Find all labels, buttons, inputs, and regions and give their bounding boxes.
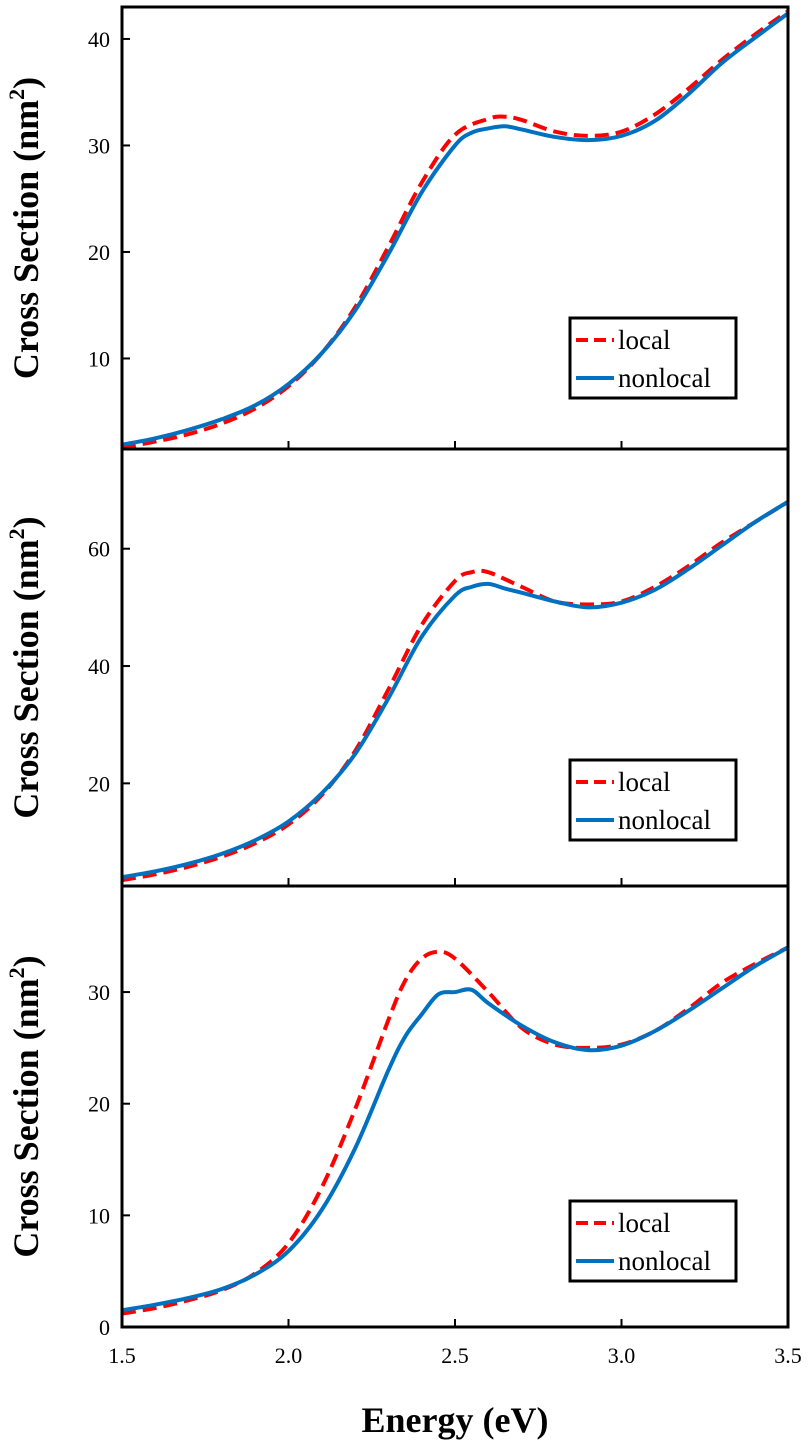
y-axis-label-bottom: Cross Section (nm2) xyxy=(4,955,46,1257)
y-axis-label-middle: Cross Section (nm2) xyxy=(4,516,46,818)
x-tick-label: 1.5 xyxy=(108,1343,136,1368)
panel-middle: 20 40 60 Cross Section (nm2) local nonlocal xyxy=(4,447,790,888)
x-tick-label: 3.5 xyxy=(774,1343,802,1368)
legend-label-nonlocal: nonlocal xyxy=(618,363,711,393)
y-axis-label-superscript: 2 xyxy=(4,967,29,978)
legend-label-local: local xyxy=(618,767,670,797)
legend-box xyxy=(568,1199,738,1283)
panel-top: 10 20 30 40 Cross Section (nm2) local nonlocal xyxy=(4,5,790,451)
y-axis-label-close: ) xyxy=(6,955,46,967)
y-tick-label-bottom: 30 xyxy=(88,980,110,1005)
series-line-local-middle xyxy=(122,500,788,883)
legend-label-local: local xyxy=(618,1208,670,1238)
y-axis-label-text: Cross Section (nm xyxy=(6,978,46,1257)
y-tick-label-bottom: 10 xyxy=(88,1203,110,1228)
y-tick-label-bottom: 20 xyxy=(88,1092,110,1117)
series-line-nonlocal-top xyxy=(122,11,788,447)
x-tick-label: 2.5 xyxy=(441,1343,469,1368)
y-axis-label-superscript: 2 xyxy=(4,89,29,100)
y-tick-label-middle: 20 xyxy=(88,771,110,796)
legend-bottom: local nonlocal xyxy=(568,1199,738,1283)
legend-label-nonlocal: nonlocal xyxy=(618,1246,711,1276)
x-tick-label: 2.0 xyxy=(275,1343,303,1368)
y-tick-label-top: 30 xyxy=(88,133,110,158)
y-tick-label-top: 40 xyxy=(88,27,110,52)
legend-label-local: local xyxy=(618,325,670,355)
panel-bottom: 0 10 20 30 Cross Section (nm2) local nonlocal xyxy=(4,884,790,1340)
y-axis-label-close: ) xyxy=(6,77,46,89)
series-line-nonlocal-bottom xyxy=(122,945,788,1313)
legend-middle: local nonlocal xyxy=(568,758,738,842)
legend-label-nonlocal: nonlocal xyxy=(618,805,711,835)
x-tick-label: 3.0 xyxy=(608,1343,636,1368)
y-axis-label-text: Cross Section (nm xyxy=(6,539,46,818)
y-axis-label-close: ) xyxy=(6,516,46,528)
y-axis-label-superscript: 2 xyxy=(4,528,29,539)
y-tick-label-top: 10 xyxy=(88,346,110,371)
x-axis-label: Energy (eV) xyxy=(362,1400,549,1440)
y-axis-label-top: Cross Section (nm2) xyxy=(4,77,46,379)
y-tick-label-middle: 60 xyxy=(88,537,110,562)
legend-box xyxy=(568,316,738,400)
legend-top: local nonlocal xyxy=(568,316,738,400)
legend-box xyxy=(568,758,738,842)
y-tick-label-bottom: 0 xyxy=(99,1315,110,1340)
series-line-nonlocal-middle xyxy=(122,500,788,880)
y-tick-label-top: 20 xyxy=(88,240,110,265)
y-tick-label-middle: 40 xyxy=(88,654,110,679)
y-axis-label-text: Cross Section (nm xyxy=(6,100,46,379)
